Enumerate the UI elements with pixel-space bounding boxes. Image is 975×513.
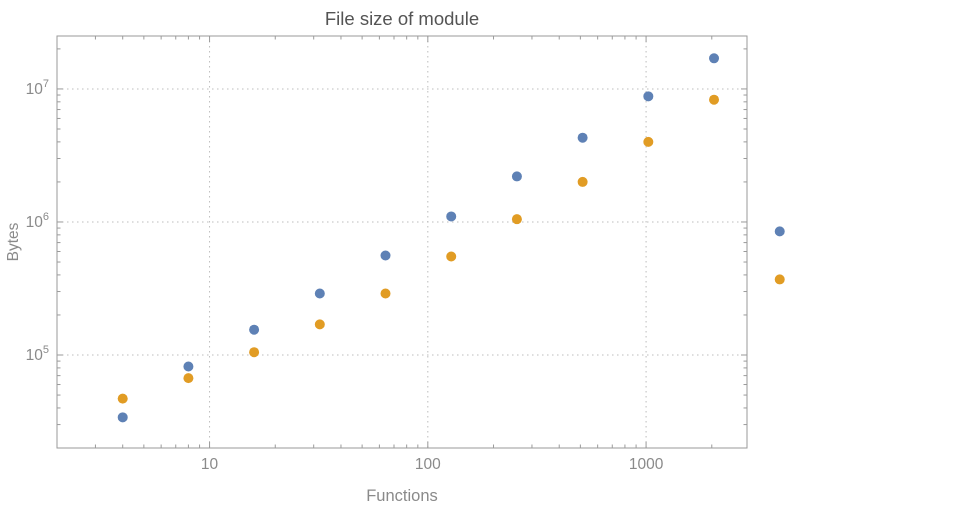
plot-frame [56,35,748,449]
data-point-series-1 [380,250,391,261]
y-tick-label: 107 [26,78,49,98]
y-tick-label: 105 [26,344,49,364]
data-point-series-1 [249,324,260,335]
data-point-series-1 [774,226,785,237]
data-point-series-2 [577,176,588,187]
data-point-series-1 [446,211,457,222]
y-tick-labels: 105 106 107 [26,78,49,364]
x-axis-label: Functions [366,487,438,505]
gridlines [57,36,747,448]
axis-ticks [57,36,747,448]
data-point-series-2 [709,94,720,105]
y-tick-label: 106 [26,211,49,231]
y-axis-label: Bytes [5,222,22,261]
x-tick-label: 1000 [629,456,664,473]
chart-title: File size of module [325,8,479,29]
data-point-series-1 [183,361,194,372]
data-point-series-2 [249,347,260,358]
data-point-series-1 [314,288,325,299]
data-point-series-2 [511,214,522,225]
x-tick-labels: 10 100 1000 [201,456,664,473]
data-point-series-2 [183,373,194,384]
data-point-series-2 [446,251,457,262]
x-tick-label: 10 [201,456,219,473]
data-point-series-1 [577,132,588,143]
data-point-series-2 [774,274,785,285]
data-point-series-1 [511,171,522,182]
data-points [117,53,785,423]
data-point-series-1 [117,412,128,423]
data-point-series-2 [643,136,654,147]
data-point-series-2 [380,288,391,299]
data-point-series-2 [314,319,325,330]
data-point-series-1 [643,91,654,102]
data-point-series-2 [117,393,128,404]
data-point-series-1 [709,53,720,64]
x-tick-label: 100 [415,456,441,473]
